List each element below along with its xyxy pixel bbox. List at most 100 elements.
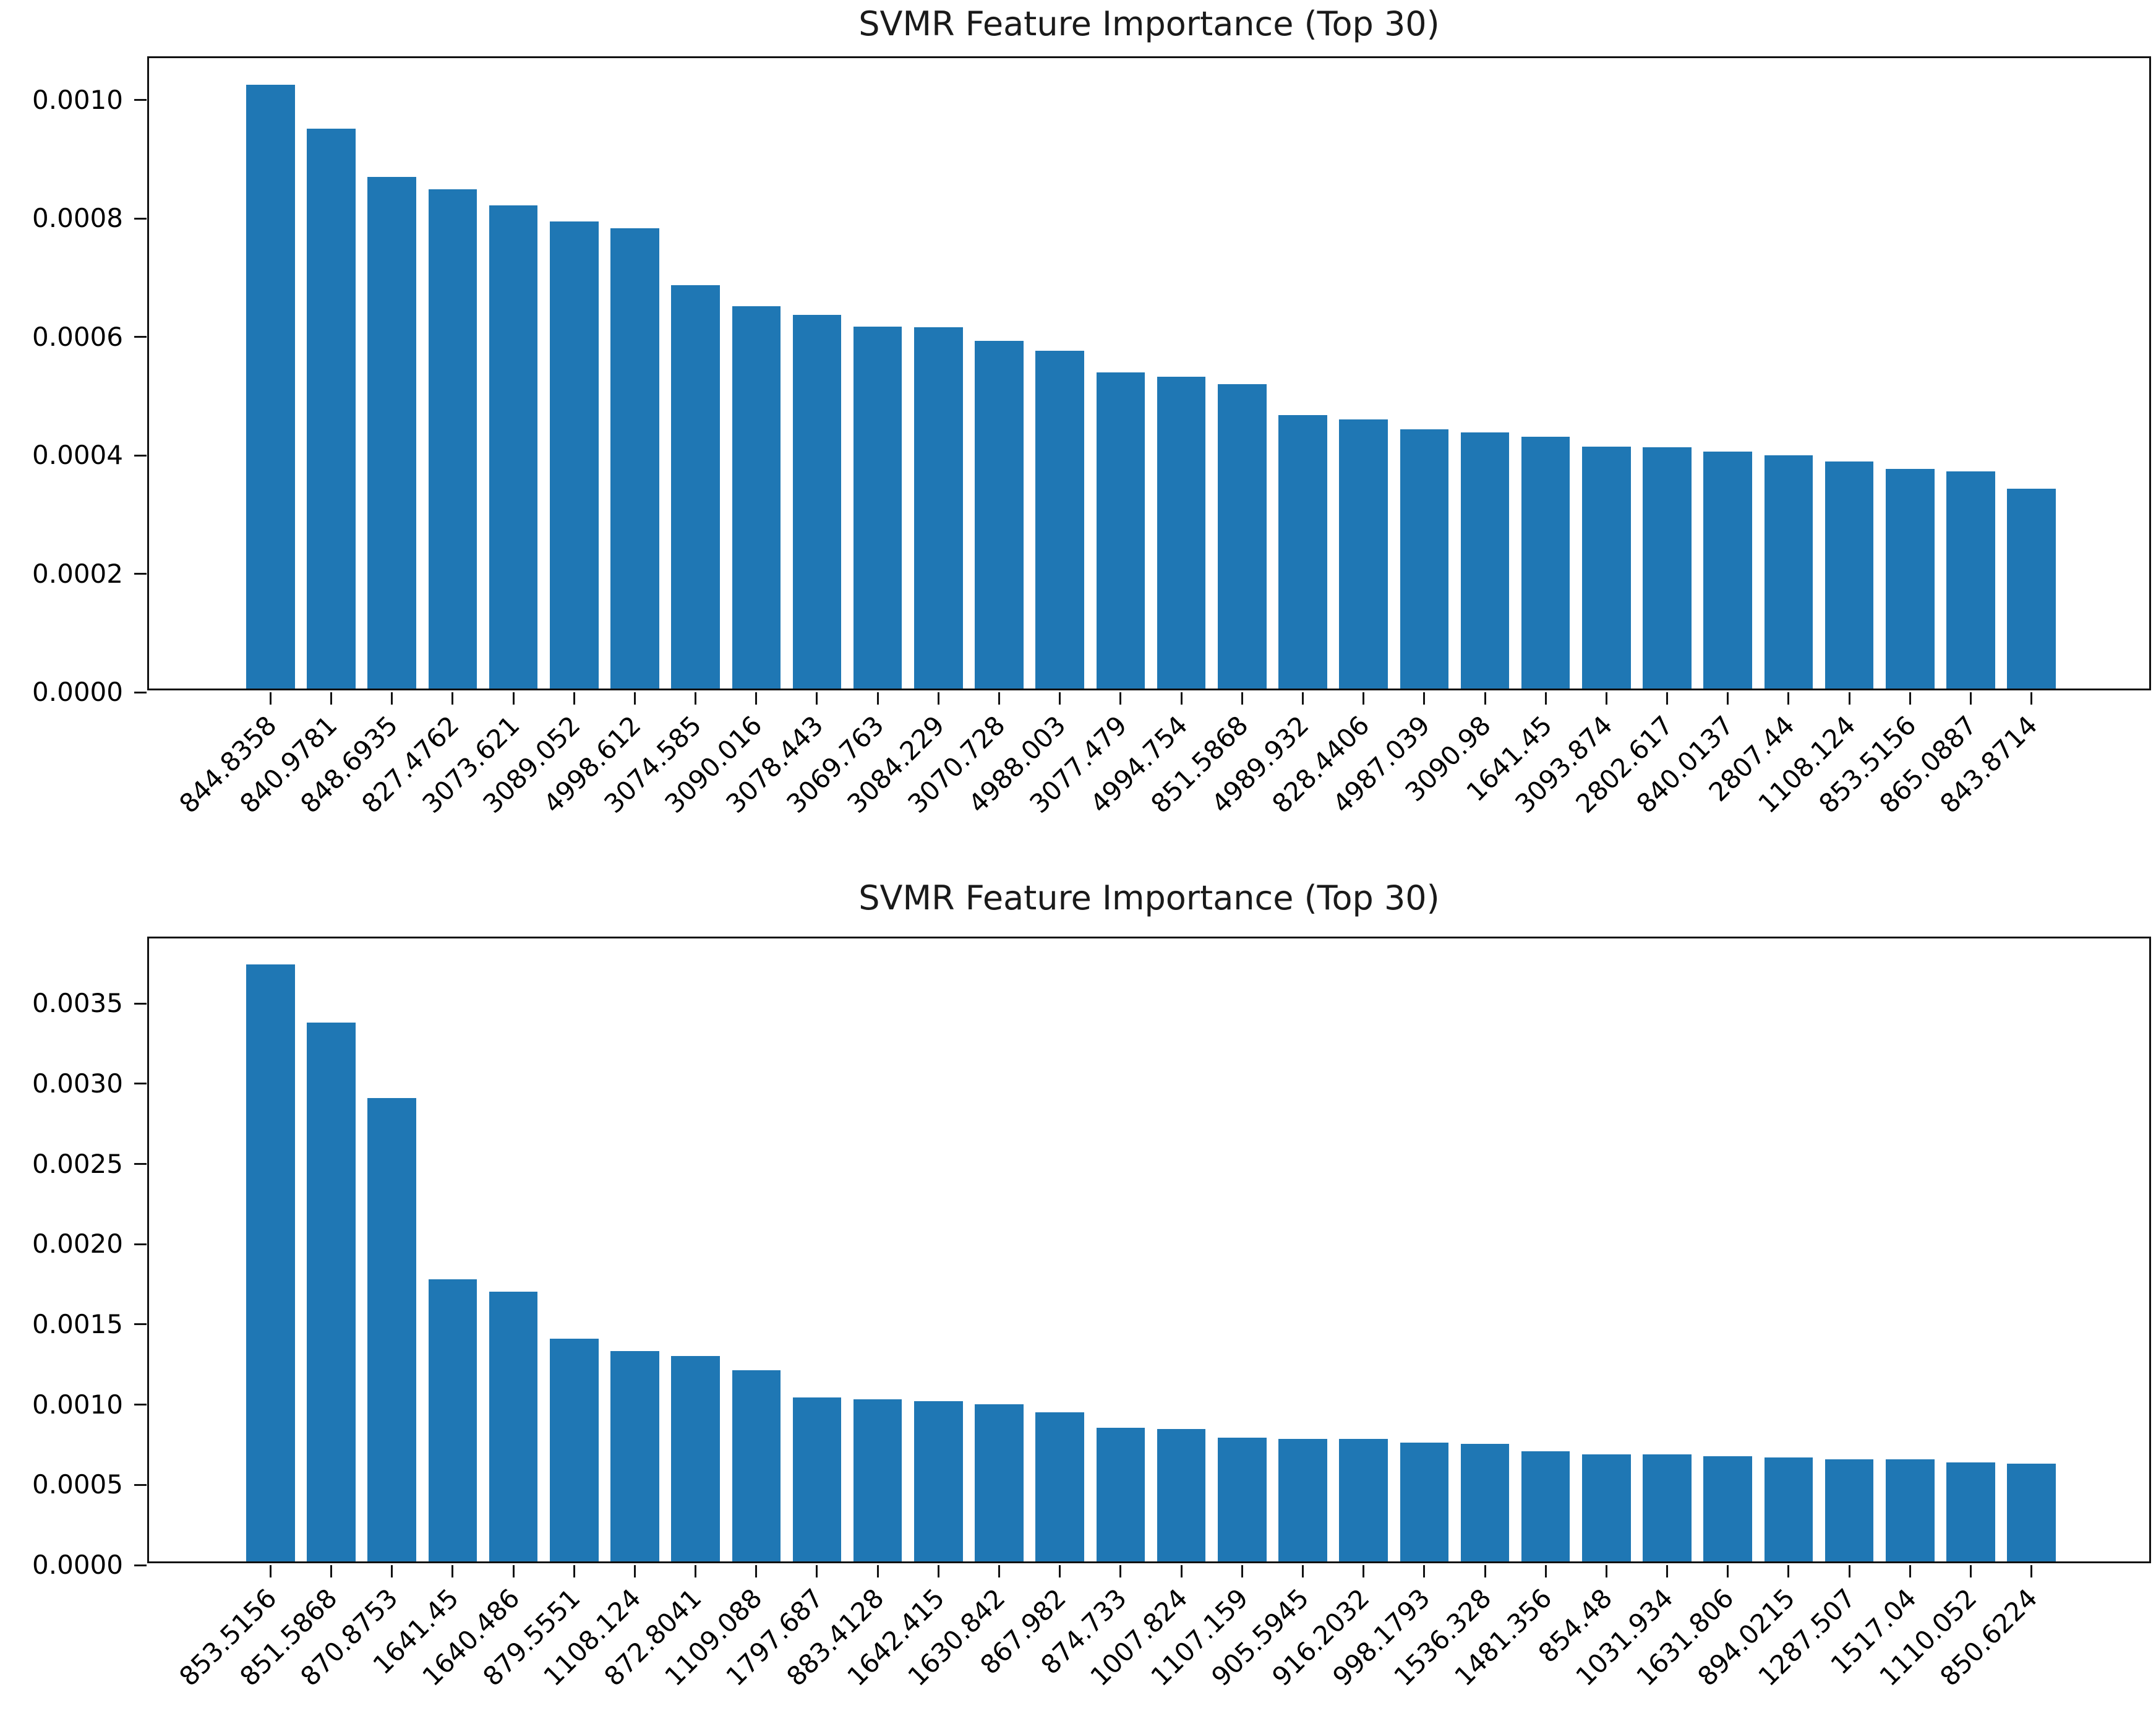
bar [1886, 1459, 1935, 1561]
bar [1157, 376, 1206, 689]
bar [792, 1397, 842, 1561]
bar [671, 1356, 720, 1561]
y-tick-label: 0.0010 [32, 84, 123, 115]
x-tick-mark [1727, 1565, 1729, 1577]
bar [549, 221, 599, 689]
bar [792, 315, 842, 689]
x-tick-mark [998, 1565, 1001, 1577]
x-tick-mark [937, 692, 939, 705]
x-tick-mark [1666, 692, 1669, 705]
y-tick-label: 0.0015 [32, 1308, 123, 1339]
bar [853, 327, 902, 689]
bar [610, 1351, 659, 1561]
bar [307, 128, 356, 689]
bar [610, 228, 659, 689]
bar [732, 1370, 781, 1561]
y-tick-label: 0.0000 [32, 1550, 123, 1580]
bar [1096, 1427, 1145, 1561]
bar [2007, 1463, 2056, 1561]
bar [246, 964, 295, 1561]
bar [489, 1292, 538, 1561]
x-tick-mark [1544, 1565, 1547, 1577]
y-tick-mark [134, 1002, 147, 1005]
bar [1278, 1439, 1327, 1561]
bar [428, 189, 477, 689]
x-tick-mark [755, 1565, 758, 1577]
x-tick-mark [1362, 1565, 1365, 1577]
feature-importance-chart-top: SVMR Feature Importance (Top 30) 0.0000 0… [0, 0, 2156, 860]
y-tick-label: 0.0004 [32, 440, 123, 471]
x-tick-mark [695, 692, 697, 705]
x-tick-mark [1241, 1565, 1243, 1577]
x-tick-mark [1969, 692, 1972, 705]
x-tick-mark [573, 1565, 575, 1577]
y-tick-mark [134, 1163, 147, 1165]
bar [246, 84, 295, 689]
x-tick-mark [876, 1565, 879, 1577]
bar [1764, 1457, 1813, 1561]
bar [732, 306, 781, 689]
bar [1703, 1456, 1752, 1561]
bar [2007, 488, 2056, 689]
y-tick-mark [134, 1483, 147, 1486]
x-tick-mark [1301, 1565, 1304, 1577]
y-tick-label: 0.0002 [32, 558, 123, 589]
bar [1218, 384, 1267, 689]
x-tick-mark [451, 692, 454, 705]
bar [1824, 461, 1874, 689]
x-tick-mark [269, 692, 272, 705]
x-tick-mark [1666, 1565, 1669, 1577]
bar [975, 341, 1024, 689]
bar [1946, 1462, 1995, 1561]
x-tick-mark [695, 1565, 697, 1577]
y-tick-label: 0.0006 [32, 321, 123, 352]
x-tick-mark [633, 1565, 636, 1577]
y-tick-label: 0.0005 [32, 1469, 123, 1500]
x-tick-mark [573, 692, 575, 705]
bar [1339, 1439, 1388, 1561]
bar [1218, 1438, 1267, 1561]
bar [1521, 1451, 1570, 1561]
x-tick-mark [1180, 692, 1183, 705]
x-tick-mark [1241, 692, 1243, 705]
plot-area: 0.0000 0.0002 0.0004 0.0006 0.0008 0.0010 844.… [32, 56, 2151, 819]
y-tick-mark [134, 573, 147, 575]
bar [1703, 452, 1752, 689]
x-tick-mark [512, 692, 515, 705]
y-tick-mark [134, 1323, 147, 1326]
bar [1521, 437, 1570, 689]
x-tick-mark [1119, 692, 1122, 705]
x-tick-mark [755, 692, 758, 705]
y-tick-mark [134, 217, 147, 220]
bar [1824, 1459, 1874, 1561]
x-tick-mark [1848, 1565, 1850, 1577]
bar [307, 1022, 356, 1561]
x-tick-mark [1848, 692, 1850, 705]
x-tick-mark [330, 1565, 333, 1577]
x-tick-mark [1484, 692, 1486, 705]
bar [1460, 1444, 1510, 1561]
y-tick-label: 0.0008 [32, 203, 123, 234]
y-tick-label: 0.0025 [32, 1148, 123, 1179]
bar [1460, 432, 1510, 689]
bar [489, 205, 538, 689]
y-tick-mark [134, 1564, 147, 1566]
x-tick-mark [816, 1565, 818, 1577]
bar [1582, 446, 1631, 689]
x-tick-mark [1423, 692, 1426, 705]
y-tick-mark [134, 1243, 147, 1245]
x-tick-mark [1787, 1565, 1790, 1577]
y-tick-mark [134, 1404, 147, 1406]
bar [853, 1399, 902, 1561]
bar [1764, 455, 1813, 689]
bar [1886, 468, 1935, 689]
x-tick-mark [1059, 1565, 1061, 1577]
bar [914, 1401, 963, 1561]
x-tick-mark [451, 1565, 454, 1577]
x-tick-mark [1605, 1565, 1607, 1577]
x-tick-mark [1727, 692, 1729, 705]
x-tick-mark [1909, 1565, 1911, 1577]
x-tick-mark [876, 692, 879, 705]
x-tick-mark [1119, 1565, 1122, 1577]
